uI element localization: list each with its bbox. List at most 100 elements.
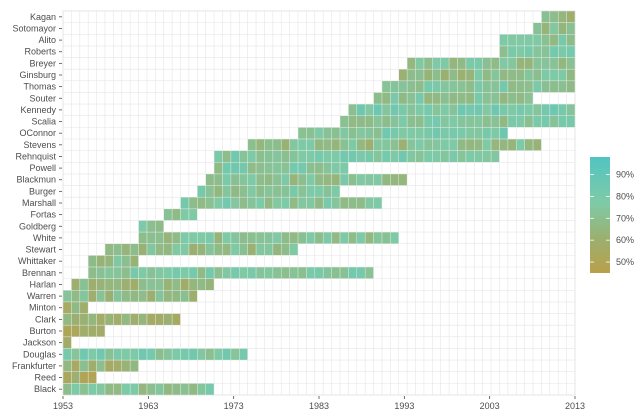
y-tick-label: Douglas (23, 349, 57, 359)
heatmap-cell (180, 267, 189, 279)
heatmap-cell (516, 115, 525, 128)
heatmap-cell (365, 174, 374, 186)
heatmap-cell (432, 104, 441, 116)
heatmap-cell (130, 290, 139, 302)
heatmap-cell (264, 174, 273, 186)
heatmap-cell (508, 115, 516, 128)
heatmap-cell (172, 232, 181, 244)
heatmap-cell (189, 197, 198, 209)
heatmap-cell (440, 104, 449, 116)
heatmap-cell (256, 150, 265, 163)
heatmap-cell (474, 139, 483, 151)
heatmap-cell (147, 290, 156, 302)
heatmap-cell (80, 325, 88, 337)
heatmap-cell (491, 127, 500, 139)
heatmap-cell (197, 267, 206, 279)
heatmap-cell (373, 197, 382, 209)
heatmap-cell (189, 383, 198, 395)
heatmap-cell (424, 150, 433, 163)
heatmap-cell (214, 348, 223, 360)
heatmap-cell (239, 348, 248, 360)
y-tick-label: Thomas (23, 82, 56, 92)
heatmap-cell (466, 57, 475, 69)
heatmap-cell (315, 162, 323, 174)
heatmap-cell (298, 232, 307, 244)
y-tick-label: Minton (29, 303, 56, 313)
heatmap-cell (331, 127, 340, 139)
heatmap-cell (205, 383, 214, 395)
heatmap-cell (508, 34, 516, 46)
heatmap-cell (172, 313, 181, 325)
heatmap-cell (138, 278, 147, 291)
heatmap-cell (457, 57, 466, 69)
heatmap-cell (256, 139, 265, 151)
heatmap-cell (163, 313, 172, 325)
heatmap-cell (80, 360, 88, 372)
heatmap-cell (222, 243, 231, 256)
heatmap-cell (231, 150, 240, 163)
heatmap-cell (214, 185, 223, 197)
heatmap-cell (306, 197, 315, 209)
heatmap-cell (558, 46, 567, 58)
heatmap-cell (80, 383, 88, 395)
heatmap-cell (390, 104, 399, 116)
heatmap-cell (289, 185, 298, 197)
heatmap-cell (566, 81, 575, 93)
heatmap-cell (197, 197, 206, 209)
heatmap-cell (231, 243, 240, 256)
heatmap-cell (449, 150, 458, 163)
heatmap-cell (348, 150, 357, 163)
heatmap-cell (239, 185, 248, 197)
heatmap-cell (214, 197, 223, 209)
y-tick-label: Goldberg (19, 221, 56, 231)
heatmap-cell (550, 104, 558, 116)
heatmap-cell (122, 360, 130, 372)
heatmap-cell (415, 57, 424, 69)
heatmap-cell (122, 255, 130, 267)
y-tick-label: Breyer (29, 58, 56, 68)
heatmap-cell (457, 150, 466, 163)
heatmap-cell (180, 209, 189, 221)
heatmap-cell (247, 139, 256, 151)
heatmap-cell (214, 267, 223, 279)
heatmap-cell (449, 104, 458, 116)
heatmap-cell (197, 185, 206, 197)
heatmap-cell (348, 104, 357, 116)
heatmap-cell (558, 22, 567, 35)
heatmap-cell (407, 57, 416, 69)
heatmap-cell (88, 255, 97, 267)
y-tick-label: Roberts (24, 47, 56, 57)
heatmap-cell (315, 139, 323, 151)
heatmap-cell (482, 81, 491, 93)
heatmap-cell (264, 185, 273, 197)
heatmap-cell (71, 383, 80, 395)
heatmap-cell (105, 255, 114, 267)
heatmap-cell (155, 313, 164, 325)
y-tick-label: Clark (35, 314, 57, 324)
heatmap-cell (306, 127, 315, 139)
heatmap-cell (96, 267, 105, 279)
heatmap-cell (533, 22, 542, 35)
heatmap-cell (382, 174, 391, 186)
heatmap-cell (474, 104, 483, 116)
heatmap-cell (315, 185, 323, 197)
heatmap-cell (197, 383, 206, 395)
heatmap-cell (533, 115, 542, 128)
heatmap-cell (373, 174, 382, 186)
heatmap-cell (331, 232, 340, 244)
heatmap-cell (457, 81, 466, 93)
heatmap-cell (231, 348, 240, 360)
heatmap-cell (298, 267, 307, 279)
heatmap-cell (147, 278, 156, 291)
heatmap-cell (147, 220, 156, 232)
heatmap-cell (424, 69, 433, 81)
heatmap-cell (558, 81, 567, 93)
heatmap-cell (256, 267, 265, 279)
heatmap-cell (264, 197, 273, 209)
heatmap-cell (122, 313, 130, 325)
heatmap-cell (197, 243, 206, 256)
heatmap-cell (289, 197, 298, 209)
heatmap-cell (407, 150, 416, 163)
heatmap-cell (306, 185, 315, 197)
